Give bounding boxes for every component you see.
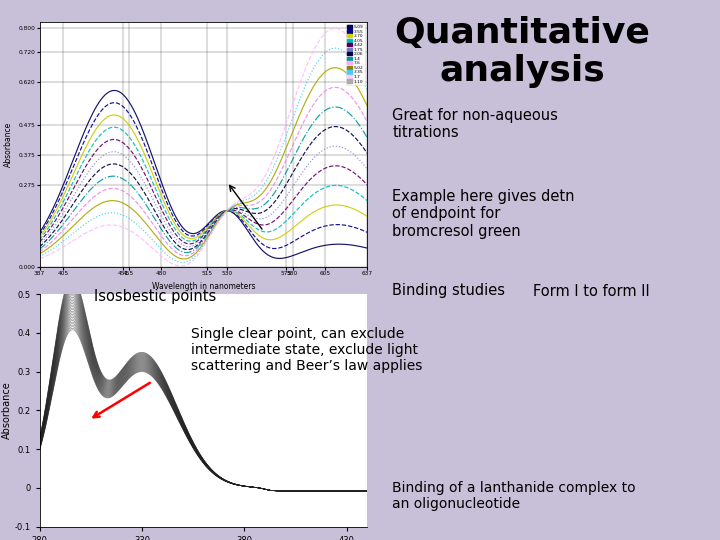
- Text: Quantitative
analysis: Quantitative analysis: [394, 16, 650, 88]
- X-axis label: Wavelength in nanometers: Wavelength in nanometers: [152, 282, 255, 291]
- Legend: 5.09, 3.55, 2.70, 4.05, 4.42, 1.75, 2.06, 1.4, 7.6, 5.02, 3.35, 1.7, 1.10: 5.09, 3.55, 2.70, 4.05, 4.42, 1.75, 2.06…: [346, 24, 365, 85]
- Text: Binding of a lanthanide complex to
an oligonucleotide: Binding of a lanthanide complex to an ol…: [392, 481, 636, 511]
- Text: Binding studies: Binding studies: [392, 284, 505, 299]
- Text: Form I to form II: Form I to form II: [533, 284, 649, 299]
- Y-axis label: Absorbance: Absorbance: [4, 122, 13, 167]
- Text: Great for non-aqueous
titrations: Great for non-aqueous titrations: [392, 108, 558, 140]
- Text: Single clear point, can exclude
intermediate state, exclude light
scattering and: Single clear point, can exclude intermed…: [191, 327, 422, 373]
- Text: Example here gives detn
of endpoint for
bromcresol green: Example here gives detn of endpoint for …: [392, 189, 575, 239]
- Y-axis label: Absorbance: Absorbance: [1, 382, 12, 439]
- Text: Isosbestic points: Isosbestic points: [94, 289, 216, 304]
